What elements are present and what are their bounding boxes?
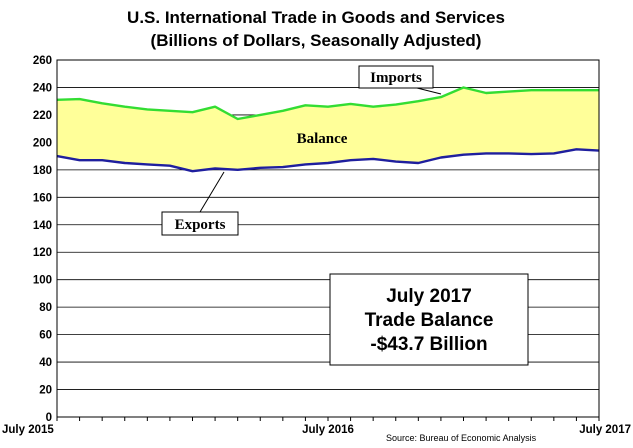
y-tick-label: 200 <box>33 137 52 149</box>
imports-callout-pointer <box>416 87 442 95</box>
chart-title: U.S. International Trade in Goods and Se… <box>127 8 505 27</box>
y-tick-label: 60 <box>39 330 52 342</box>
chart-subtitle: (Billions of Dollars, Seasonally Adjuste… <box>151 31 482 50</box>
exports-callout-label: Exports <box>175 217 226 233</box>
y-tick-label: 180 <box>33 165 52 177</box>
y-tick-label: 240 <box>33 82 52 94</box>
y-tick-label: 160 <box>33 192 52 204</box>
y-tick-label: 260 <box>33 55 52 67</box>
x-tick-label: July 2015 <box>2 424 54 436</box>
trade-balance-box <box>329 273 529 366</box>
y-tick-label: 0 <box>46 412 52 424</box>
y-tick-label: 120 <box>33 247 52 259</box>
x-tick-label: July 2017 <box>579 424 631 436</box>
exports-callout-box <box>161 211 239 236</box>
exports-callout-pointer <box>199 171 225 213</box>
exports-line <box>56 148 600 173</box>
y-tick-label: 100 <box>33 275 52 287</box>
source-note: Source: Bureau of Economic Analysis <box>386 433 537 443</box>
trade-balance-month: July 2017 <box>386 286 472 307</box>
y-axis-ticks: 0 20 40 60 80 100 120 140 160 180 200 220 240 260 <box>33 55 52 424</box>
y-tick-label: 40 <box>39 357 52 369</box>
trade-balance-heading: Trade Balance <box>365 310 494 331</box>
balance-area <box>57 87 599 172</box>
imports-callout-label: Imports <box>370 70 422 86</box>
y-tick-label: 220 <box>33 110 52 122</box>
plot-frame <box>56 59 600 418</box>
y-tick-label: 80 <box>39 302 52 314</box>
trade-balance-value: -$43.7 Billion <box>370 334 487 355</box>
y-tick-label: 20 <box>39 385 52 397</box>
x-tick-label: July 2016 <box>302 424 354 436</box>
x-axis-ticks: July 2015 July 2016 July 2017 <box>2 417 631 436</box>
balance-label: Balance <box>297 131 348 147</box>
imports-callout-box <box>358 65 434 89</box>
y-tick-label: 140 <box>33 220 52 232</box>
imports-line <box>56 86 599 121</box>
